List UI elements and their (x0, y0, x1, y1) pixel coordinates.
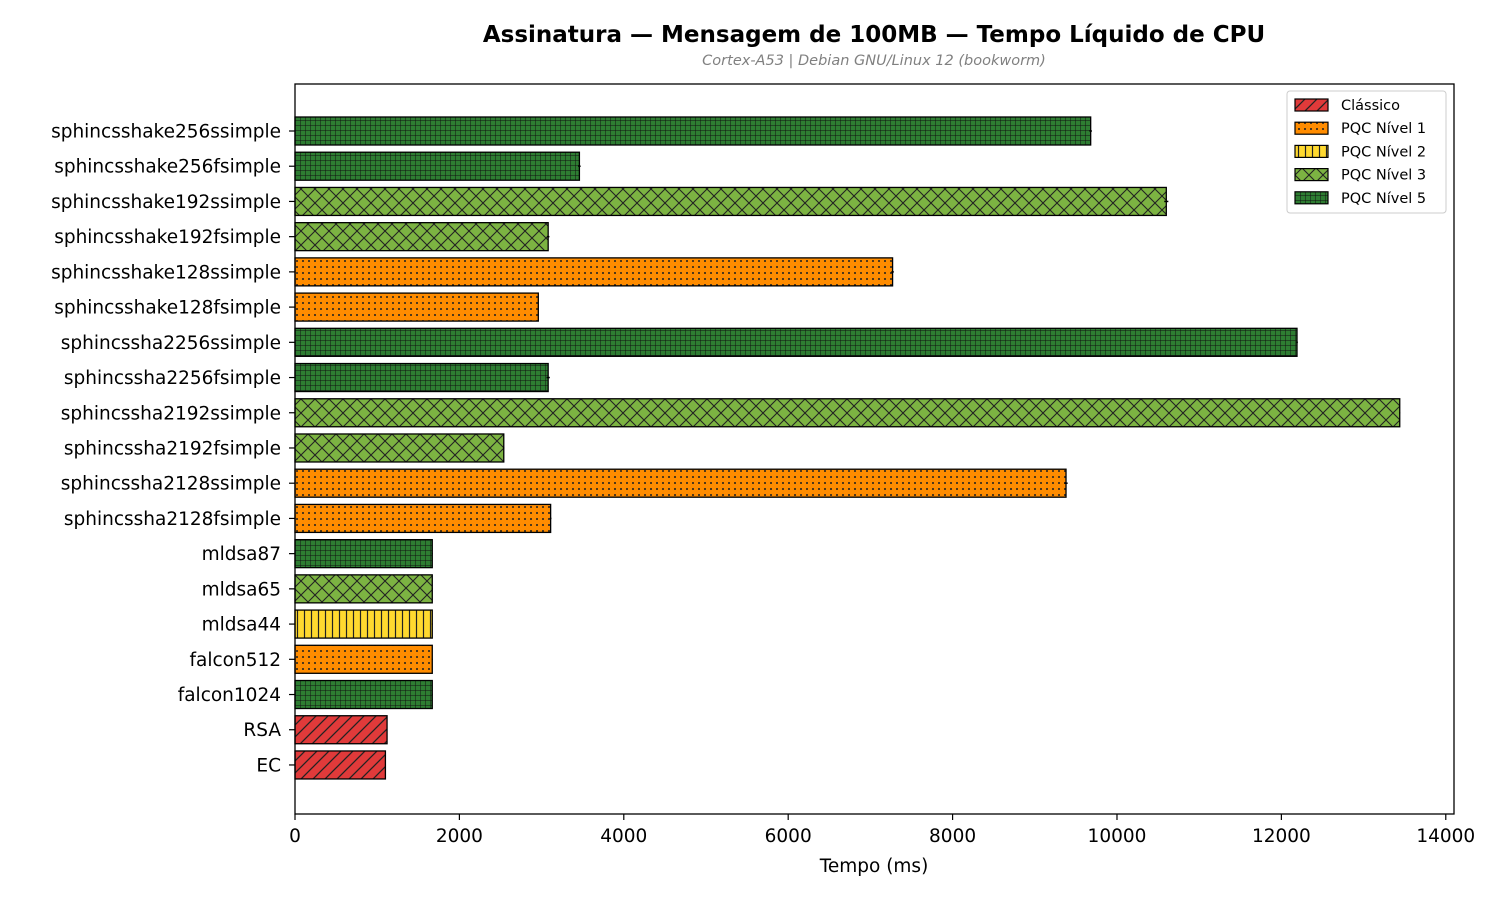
bar-EC (294, 750, 387, 780)
bar-sphincsshake192ssimple (294, 186, 1167, 217)
y-tick-label: sphincssha2192ssimple (61, 403, 281, 424)
y-tick-label: mldsa65 (202, 579, 281, 600)
plot-area-frame (294, 83, 1455, 815)
x-tick-label: 2000 (436, 826, 483, 847)
bar-sphincssha2256fsimple (294, 362, 549, 393)
bar-falcon512 (294, 644, 433, 674)
bar-sphincsshake128fsimple (294, 292, 539, 322)
y-tick-label: sphincssha2128fsimple (64, 509, 281, 530)
legend-label: PQC Nível 2 (1341, 144, 1426, 160)
bar-mldsa87 (294, 538, 433, 569)
bar-sphincssha2128ssimple (294, 468, 1067, 498)
legend-swatch (1294, 168, 1329, 182)
legend-swatch (1294, 144, 1329, 158)
y-tick-label: falcon1024 (178, 685, 281, 706)
x-tick-label: 10000 (1088, 826, 1147, 847)
y-tick-label: sphincssha2256fsimple (64, 368, 281, 389)
bar-sphincssha2192fsimple (294, 433, 505, 463)
bar-mldsa44 (294, 609, 433, 639)
x-axis-ticks: 0 2000 4000 6000 8000 10000 12000 14000 (289, 814, 1475, 847)
x-tick-label: 0 (289, 826, 301, 847)
bar-falcon1024 (294, 679, 433, 710)
legend-label: Clássico (1341, 98, 1400, 114)
y-tick-label: sphincsshake128ssimple (51, 262, 281, 283)
y-axis-ticks: sphincsshake256ssimple sphincsshake256fsi… (51, 122, 295, 776)
x-tick-label: 12000 (1252, 826, 1311, 847)
legend-swatch (1294, 98, 1329, 112)
x-tick-label: 6000 (765, 826, 812, 847)
y-tick-label: sphincssha2128ssimple (61, 474, 281, 495)
bar-sphincsshake128ssimple (294, 257, 894, 287)
legend-label: PQC Nível 5 (1341, 191, 1426, 207)
bar-sphincsshake256ssimple (294, 116, 1092, 146)
legend-label: PQC Nível 1 (1341, 121, 1426, 137)
bar-sphincssha2192ssimple (294, 398, 1401, 428)
legend: Clássico PQC Nível 1 PQC Nível 2 PQC Nível … (1286, 90, 1447, 214)
legend-frame (1286, 90, 1447, 214)
y-tick-label: sphincssha2256ssimple (61, 333, 281, 354)
chart-subtitle: Cortex-A53 | Debian GNU/Linux 12 (bookwo… (702, 53, 1046, 69)
chart-title: Assinatura — Mensagem de 100MB — Tempo L… (483, 22, 1265, 48)
y-tick-label: mldsa44 (202, 615, 281, 636)
x-tick-label: 14000 (1416, 826, 1475, 847)
bar-sphincssha2256ssimple (294, 327, 1298, 357)
bar-sphincssha2128fsimple (294, 503, 552, 534)
y-tick-label: sphincsshake256fsimple (54, 157, 281, 178)
y-tick-label: sphincsshake192ssimple (51, 192, 281, 213)
y-tick-label: mldsa87 (202, 544, 281, 565)
y-tick-label: EC (256, 755, 281, 776)
bar-sphincsshake192fsimple (294, 222, 549, 252)
y-tick-label: RSA (243, 720, 281, 741)
bar-sphincsshake256fsimple (294, 151, 581, 181)
legend-label: PQC Nível 3 (1341, 168, 1426, 184)
legend-swatch (1294, 121, 1329, 135)
y-tick-label: falcon512 (189, 650, 281, 671)
legend-swatch (1294, 191, 1329, 205)
x-axis-label: Tempo (ms) (819, 856, 929, 877)
bar-mldsa65 (294, 574, 433, 604)
y-tick-label: sphincssha2192fsimple (64, 438, 281, 459)
bars-layer (294, 116, 1401, 780)
y-tick-label: sphincsshake128fsimple (54, 298, 281, 319)
x-tick-label: 8000 (929, 826, 976, 847)
x-tick-label: 4000 (600, 826, 647, 847)
bar-RSA (294, 715, 388, 745)
y-tick-label: sphincsshake192fsimple (54, 227, 281, 248)
y-tick-label: sphincsshake256ssimple (51, 122, 281, 143)
